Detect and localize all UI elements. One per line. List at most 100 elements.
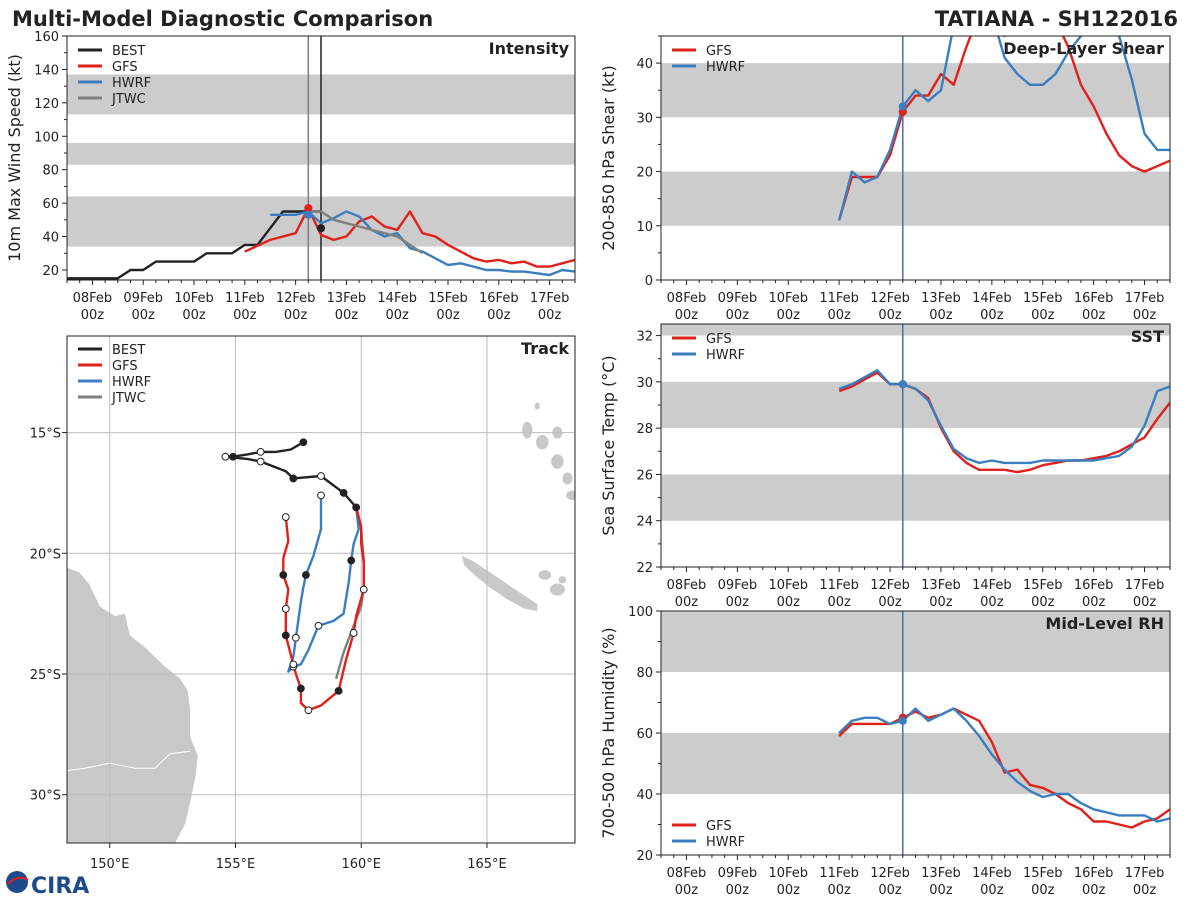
- rh-ylabel: 700-500 hPa Humidity (%): [599, 627, 618, 838]
- intensity-xtick-day: 08Feb: [73, 291, 113, 306]
- track-point-hwrf: [347, 556, 356, 565]
- track-legend-label-jtwc: JTWC: [111, 391, 146, 406]
- sst-series-hwrf: [838, 369, 1170, 465]
- sst-xtick-day: 13Feb: [921, 578, 961, 593]
- rh-xtick-hour: 00z: [777, 883, 801, 898]
- figure-title: Multi-Model Diagnostic Comparison: [12, 7, 433, 31]
- sst-xtick-day: 17Feb: [1125, 578, 1165, 593]
- intensity-series-jtwc: [308, 210, 424, 255]
- shear-xtick-hour: 00z: [827, 308, 851, 323]
- sst-xtick-day: 10Feb: [768, 578, 808, 593]
- sst-band: [661, 324, 1170, 336]
- shear-xtick-day: 11Feb: [819, 291, 859, 306]
- shear-xtick-day: 09Feb: [718, 291, 758, 306]
- rh-marker-hwrf: [898, 716, 907, 725]
- sst-ytick-label: 30: [636, 376, 653, 391]
- intensity-xtick-day: 14Feb: [377, 291, 417, 306]
- intensity-legend-label-jtwc: JTWC: [111, 92, 146, 107]
- track-panel: 150°E 155°E 160°E 165°E 15°S 20°S 25°S 30°S Trac…: [30, 335, 576, 872]
- track-frame: [66, 335, 576, 844]
- shear-plot-area: [661, 36, 1170, 280]
- track-point-best: [256, 457, 265, 466]
- sst-ylabel: Sea Surface Temp (°C): [599, 355, 618, 535]
- island-land: [538, 570, 552, 580]
- shear-xtick-hour: 00z: [980, 308, 1004, 323]
- rh-ytick-label: 40: [636, 788, 653, 803]
- shear-xtick-hour: 00z: [675, 308, 699, 323]
- island-land: [566, 490, 575, 501]
- track-point-hwrf: [317, 491, 325, 500]
- intensity-xtick-hour: 00z: [284, 308, 308, 323]
- intensity-plot-area: [67, 36, 575, 280]
- rh-xtick-day: 15Feb: [1023, 866, 1063, 881]
- sst-ytick-label: 22: [636, 561, 653, 576]
- rh-xtick-hour: 00z: [878, 883, 902, 898]
- sst-legend-label-hwrf: HWRF: [706, 348, 745, 363]
- intensity-xtick-hour: 00z: [132, 308, 156, 323]
- intensity-ytick-label: 100: [34, 130, 59, 145]
- intensity-legend-label-best: BEST: [112, 44, 145, 59]
- track-ytick-label: 20°S: [30, 547, 61, 562]
- intensity-xtick-day: 09Feb: [123, 291, 163, 306]
- shear-xtick-day: 16Feb: [1074, 291, 1114, 306]
- intensity-series-best: [67, 210, 321, 280]
- intensity-xtick-hour: 00z: [538, 308, 562, 323]
- track-point-best: [221, 452, 230, 461]
- sst-panel: 22 24 26 28 30 32 08Feb 00z 09Feb 00z 10Feb 00z 11Fe…: [599, 323, 1171, 610]
- intensity-ytick-label: 40: [42, 231, 59, 246]
- island-land: [549, 583, 565, 596]
- intensity-xtick-day: 10Feb: [174, 291, 214, 306]
- island-land: [536, 434, 549, 450]
- track-point-best: [289, 474, 298, 483]
- intensity-ytick-label: 160: [34, 30, 59, 45]
- sst-xtick-hour: 00z: [1031, 595, 1055, 610]
- track-point-hwrf: [314, 621, 323, 630]
- track-ytick-label: 15°S: [30, 427, 61, 442]
- track-ytick-label: 30°S: [30, 789, 61, 804]
- rh-xtick-day: 16Feb: [1074, 866, 1114, 881]
- intensity-panel: 20 40 60 80 100 120 140 160 08Feb 00z 09Feb 00z 10Fe…: [5, 30, 576, 323]
- shear-panel: 0 10 20 30 40 08Feb 00z 09Feb 00z 10Feb 00z 11Feb 00…: [599, 35, 1171, 323]
- shear-xtick-hour: 00z: [1082, 308, 1106, 323]
- shear-legend-label-hwrf: HWRF: [706, 60, 745, 75]
- track-point-best: [339, 489, 348, 497]
- intensity-xtick-day: 12Feb: [276, 291, 316, 306]
- rh-xtick-day: 08Feb: [667, 866, 707, 881]
- shear-ytick-label: 20: [636, 166, 653, 181]
- intensity-legend-label-hwrf: HWRF: [112, 76, 151, 91]
- rh-ytick-label: 60: [636, 727, 653, 742]
- intensity-marker-gfs: [304, 204, 313, 213]
- track-point-gfs: [289, 660, 298, 669]
- intensity-legend-label-gfs: GFS: [112, 60, 138, 75]
- intensity-ytick-label: 60: [42, 197, 59, 212]
- rh-ytick-label: 80: [636, 666, 653, 681]
- sst-plot-area: [661, 324, 1170, 567]
- rh-xtick-day: 17Feb: [1125, 866, 1165, 881]
- cira-logo-globe: [6, 871, 28, 893]
- island-land: [522, 421, 533, 439]
- track-point-hwrf: [352, 503, 361, 512]
- island-land: [534, 402, 540, 410]
- track-xtick-label: 155°E: [216, 857, 256, 872]
- intensity-ytick-label: 140: [34, 63, 59, 78]
- shear-xtick-day: 17Feb: [1125, 291, 1165, 306]
- intensity-xtick-hour: 00z: [182, 308, 206, 323]
- rh-series-hwrf: [838, 707, 1170, 823]
- sst-xtick-day: 09Feb: [718, 578, 758, 593]
- track-legend-label-hwrf: HWRF: [112, 375, 151, 390]
- intensity-ytick-label: 80: [42, 164, 59, 179]
- shear-xtick-hour: 00z: [878, 308, 902, 323]
- track-ytick-label: 25°S: [30, 668, 61, 683]
- track-point-gfs: [296, 684, 305, 693]
- shear-xtick-hour: 00z: [1031, 308, 1055, 323]
- cira-logo: CIRA: [6, 871, 89, 899]
- sst-ytick-label: 26: [636, 468, 653, 483]
- intensity-xtick-hour: 00z: [335, 308, 359, 323]
- track-xtick-label: 150°E: [90, 857, 130, 872]
- shear-xtick-hour: 00z: [726, 308, 750, 323]
- track-point-gfs: [304, 706, 313, 715]
- intensity-xtick-day: 16Feb: [479, 291, 519, 306]
- sst-xtick-hour: 00z: [675, 595, 699, 610]
- track-point-gfs: [334, 687, 343, 695]
- shear-xtick-day: 12Feb: [870, 291, 910, 306]
